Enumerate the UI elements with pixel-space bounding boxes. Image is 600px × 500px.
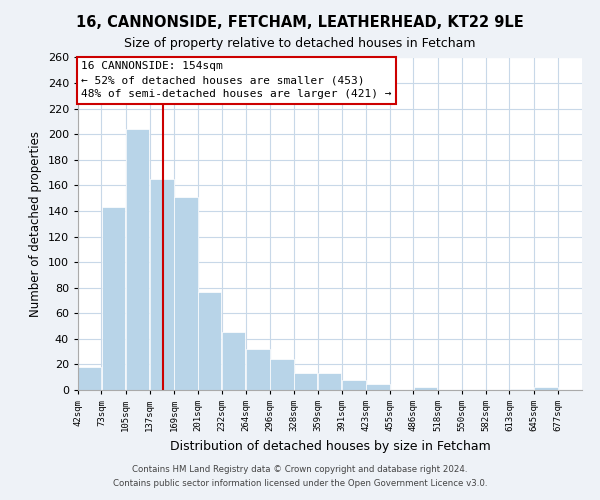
Bar [150,179,173,390]
Bar [414,388,437,390]
Bar [199,292,221,390]
Bar [534,388,557,390]
Bar [342,380,365,390]
Bar [246,349,269,390]
Bar [102,207,125,390]
Text: Size of property relative to detached houses in Fetcham: Size of property relative to detached ho… [124,38,476,51]
Bar [222,332,245,390]
Bar [510,388,533,390]
Bar [126,129,149,390]
X-axis label: Distribution of detached houses by size in Fetcham: Distribution of detached houses by size … [170,440,490,452]
Bar [270,360,294,390]
Bar [366,384,390,390]
Y-axis label: Number of detached properties: Number of detached properties [29,130,42,317]
Text: Contains HM Land Registry data © Crown copyright and database right 2024.
Contai: Contains HM Land Registry data © Crown c… [113,466,487,487]
Bar [318,374,341,390]
Text: 16, CANNONSIDE, FETCHAM, LEATHERHEAD, KT22 9LE: 16, CANNONSIDE, FETCHAM, LEATHERHEAD, KT… [76,15,524,30]
Bar [79,367,101,390]
Bar [295,374,317,390]
Text: 16 CANNONSIDE: 154sqm
← 52% of detached houses are smaller (453)
48% of semi-det: 16 CANNONSIDE: 154sqm ← 52% of detached … [81,62,392,100]
Bar [174,197,198,390]
